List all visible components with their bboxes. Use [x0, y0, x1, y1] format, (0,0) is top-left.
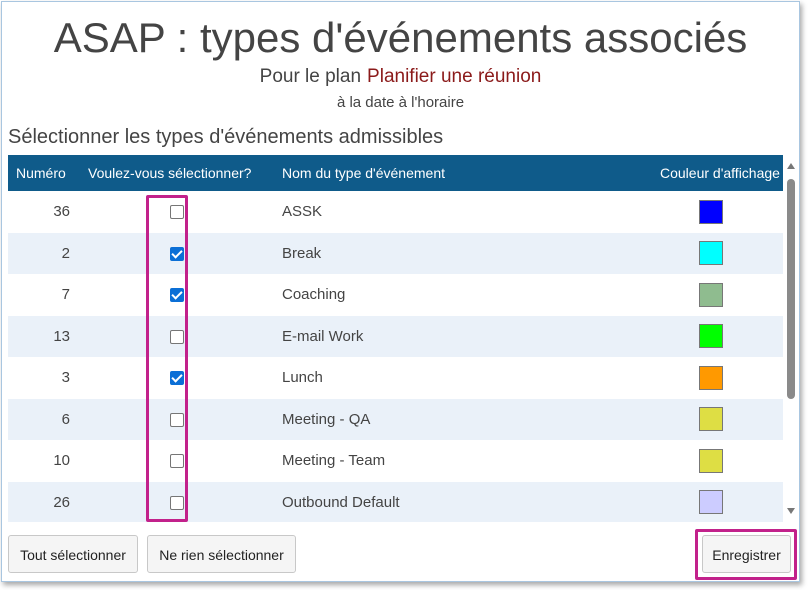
select-checkbox[interactable]	[169, 246, 184, 261]
scroll-up-arrow-icon[interactable]	[787, 163, 795, 169]
table-row[interactable]: 2 Break	[8, 232, 783, 275]
event-number: 13	[53, 327, 70, 345]
event-number: 7	[61, 286, 70, 304]
column-header-number[interactable]: Numéro	[16, 165, 66, 181]
table-row[interactable]: 13 E-mail Work	[8, 315, 783, 358]
table-row[interactable]: 10 Meeting - Team	[8, 440, 783, 482]
event-type-name: E-mail Work	[282, 327, 364, 345]
select-cell	[78, 482, 274, 523]
event-type-name: Meeting - QA	[282, 410, 371, 428]
color-cell	[652, 274, 783, 316]
event-number: 3	[61, 369, 70, 387]
table-row[interactable]: 36 ASSK	[8, 191, 783, 233]
color-cell	[652, 482, 783, 523]
scroll-down-arrow-icon[interactable]	[787, 508, 795, 514]
color-swatch	[699, 365, 723, 390]
color-swatch	[699, 407, 723, 432]
table-row[interactable]: 26 Outbound Default	[8, 481, 783, 523]
select-checkbox[interactable]	[169, 329, 184, 344]
color-cell	[652, 399, 783, 441]
color-swatch	[699, 199, 723, 224]
event-number: 10	[53, 452, 70, 470]
color-cell	[652, 191, 783, 233]
select-cell	[78, 274, 274, 316]
select-cell	[78, 357, 274, 399]
event-type-name: Coaching	[282, 286, 346, 304]
color-cell	[652, 233, 783, 275]
color-swatch	[699, 448, 723, 473]
color-swatch	[699, 324, 723, 349]
plan-line: Pour le plan Planifier une réunion	[2, 65, 799, 89]
table-body: 36 ASSK 2 Break 7 Coaching 13 E-mail Work 3 Lunch…	[8, 191, 783, 522]
plan-prefix: Pour le plan	[259, 66, 362, 87]
event-type-name: Break	[282, 244, 322, 262]
select-cell	[78, 440, 274, 482]
select-none-button[interactable]: Ne rien sélectionner	[147, 535, 296, 573]
column-header-color[interactable]: Couleur d'affichage	[660, 165, 780, 181]
page-title: ASAP : types d'événements associés	[53, 14, 748, 61]
select-checkbox[interactable]	[169, 412, 184, 427]
table-header-row: Numéro Voulez-vous sélectionner? Nom du …	[8, 155, 783, 191]
plan-name: Planifier une réunion	[367, 66, 542, 87]
color-swatch	[699, 241, 723, 266]
select-cell	[78, 233, 274, 275]
select-checkbox[interactable]	[169, 288, 184, 303]
select-checkbox[interactable]	[169, 205, 184, 220]
color-swatch	[699, 282, 723, 307]
column-header-name[interactable]: Nom du type d'événement	[282, 165, 445, 181]
event-types-table: Numéro Voulez-vous sélectionner? Nom du …	[8, 155, 783, 522]
table-row[interactable]: 7 Coaching	[8, 274, 783, 316]
event-type-name: Meeting - Team	[282, 452, 386, 470]
select-checkbox[interactable]	[169, 371, 184, 386]
color-cell	[652, 440, 783, 482]
event-number: 2	[61, 244, 70, 262]
date-line: à la date à l'horaire	[336, 94, 465, 111]
event-type-name: Outbound Default	[282, 493, 400, 511]
select-cell	[78, 191, 274, 233]
scroll-thumb[interactable]	[787, 179, 795, 399]
save-button[interactable]: Enregistrer	[702, 535, 791, 573]
table-scrollbar[interactable]	[785, 157, 797, 520]
event-number: 26	[53, 493, 70, 511]
select-all-button[interactable]: Tout sélectionner	[8, 535, 138, 573]
checkbox-column-highlight	[146, 195, 188, 522]
event-number: 6	[61, 410, 70, 428]
select-cell	[78, 399, 274, 441]
column-header-select[interactable]: Voulez-vous sélectionner?	[88, 165, 252, 181]
event-number: 36	[53, 203, 70, 221]
table-row[interactable]: 6 Meeting - QA	[8, 398, 783, 441]
save-button-highlight	[695, 529, 797, 580]
color-cell	[652, 316, 783, 358]
event-type-name: Lunch	[282, 369, 323, 387]
color-swatch	[699, 490, 723, 515]
section-title: Sélectionner les types d'événements admi…	[8, 126, 444, 148]
select-checkbox[interactable]	[169, 454, 184, 469]
dialog-frame: ASAP : types d'événements associés Pour …	[1, 1, 800, 582]
table-row[interactable]: 3 Lunch	[8, 357, 783, 399]
select-cell	[78, 316, 274, 358]
color-cell	[652, 357, 783, 399]
select-checkbox[interactable]	[169, 495, 184, 510]
event-type-name: ASSK	[282, 203, 323, 221]
